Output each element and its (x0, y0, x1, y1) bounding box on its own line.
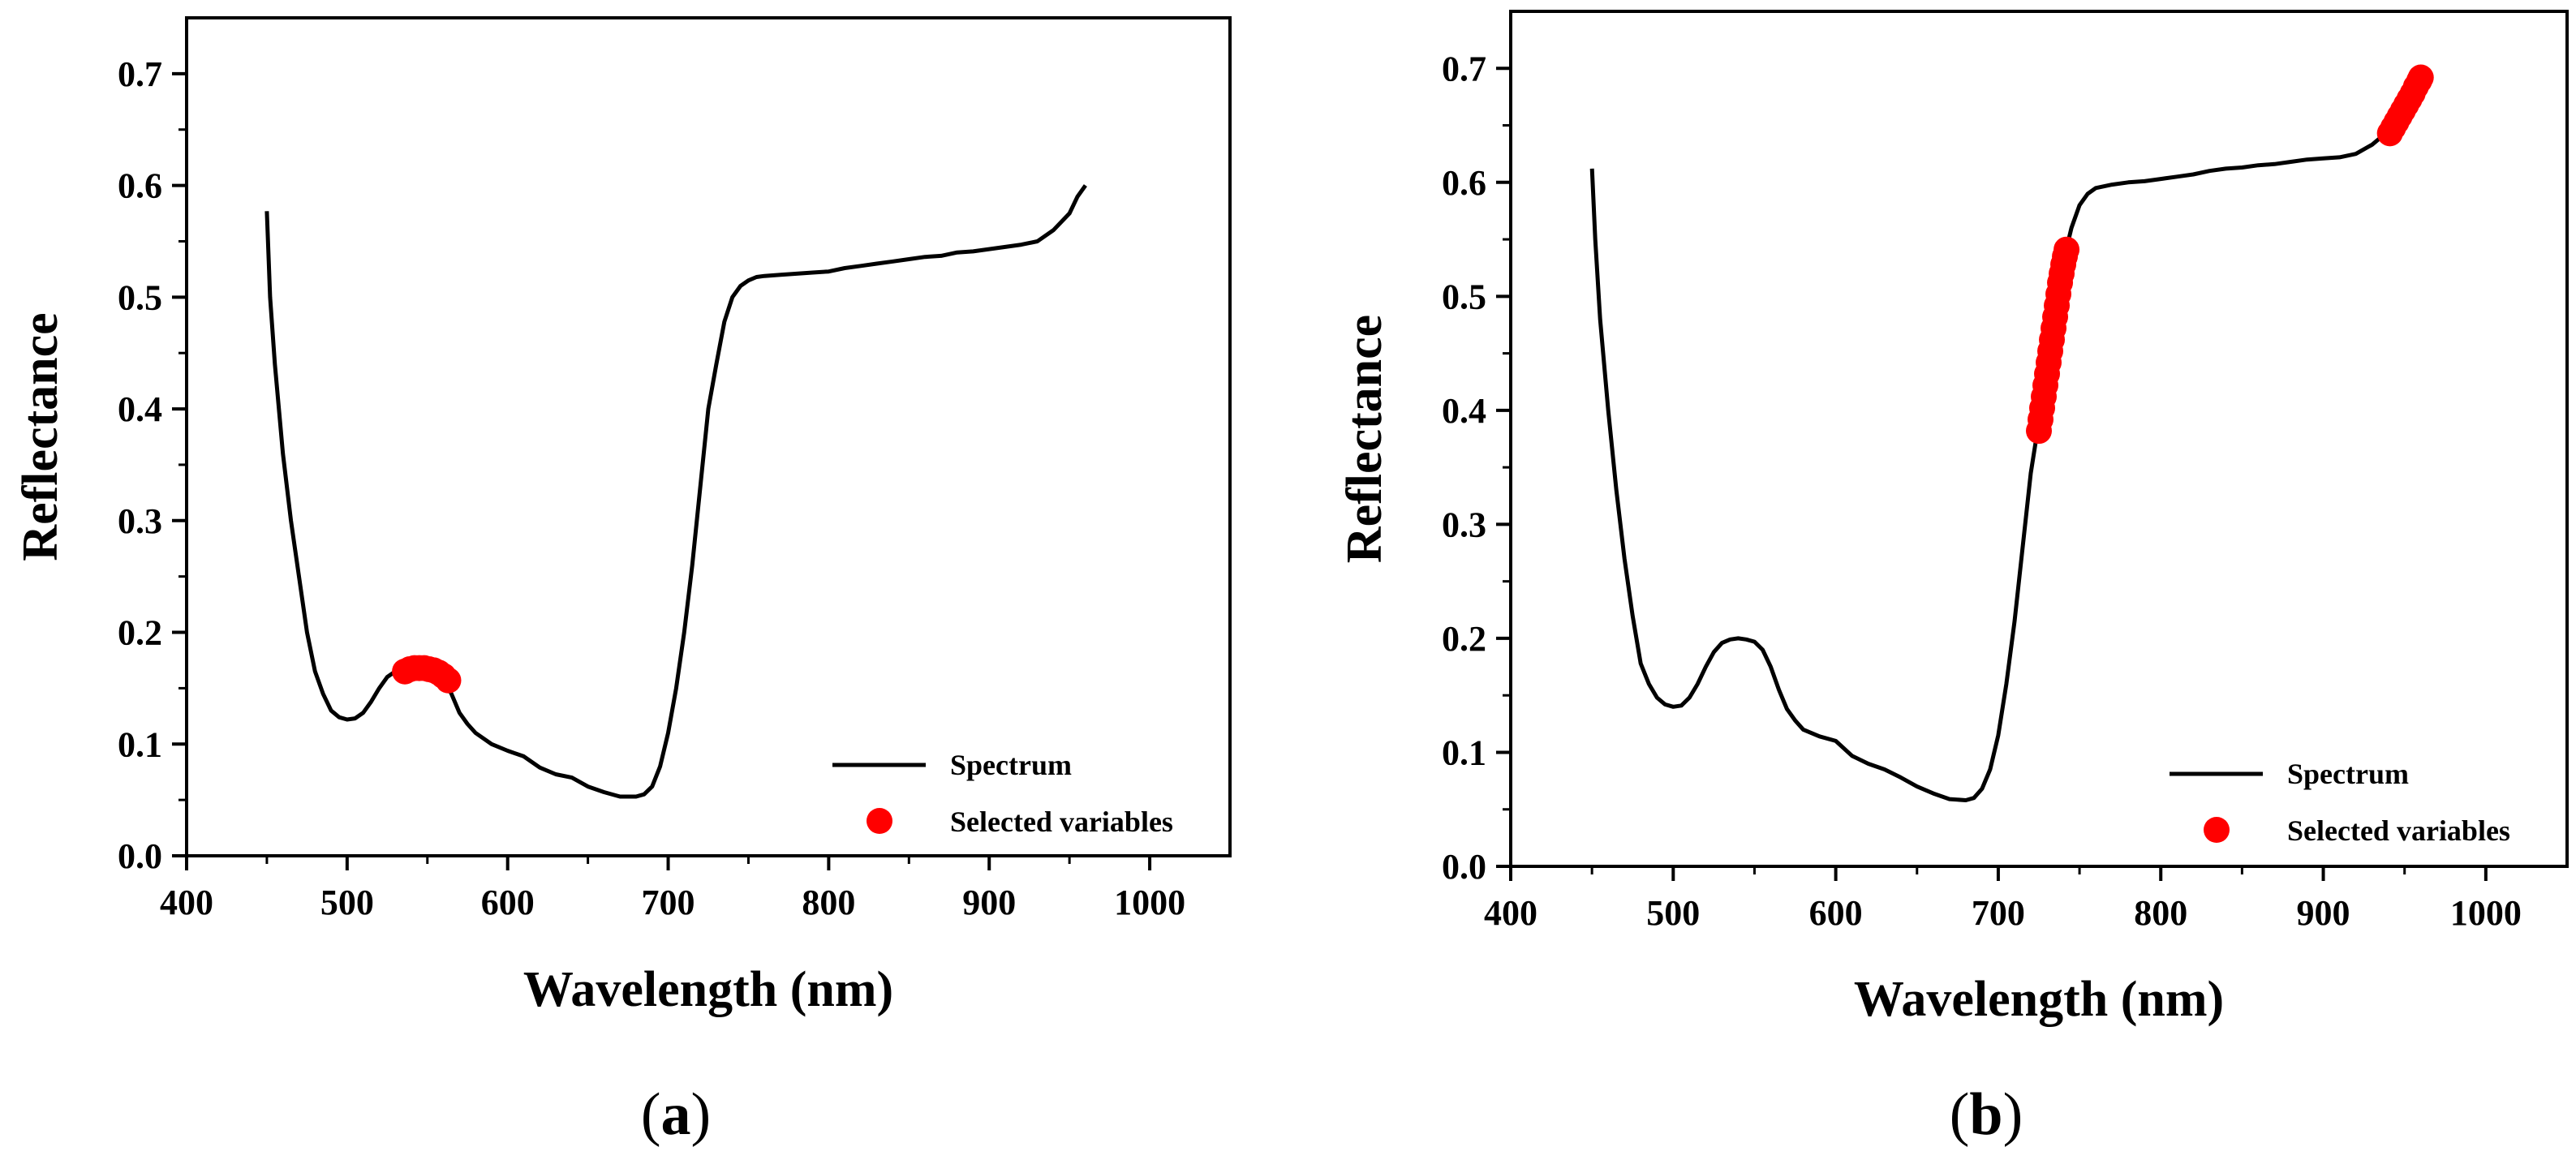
spectrum-line (264, 184, 1087, 799)
y-tick-label: 0.6 (118, 166, 162, 206)
panel-label-open: ( (641, 1081, 661, 1148)
spectrum-line (1589, 76, 2423, 802)
y-tick-label: 0.2 (1442, 619, 1486, 659)
legend-marker-swatch (2204, 817, 2230, 843)
y-tick-label: 0.4 (118, 389, 162, 429)
y-tick-label: 0.5 (1442, 277, 1486, 316)
x-tick-label: 600 (481, 883, 535, 922)
y-tick-label: 0.7 (1442, 49, 1486, 88)
x-axis-title: Wavelength (nm) (1854, 972, 2224, 1027)
y-tick-label: 0.3 (118, 501, 162, 541)
legend-label-selected: Selected variables (2287, 814, 2510, 847)
y-tick-label: 0.1 (118, 724, 162, 764)
panel-label: (a) (641, 1081, 711, 1148)
plot-frame (185, 16, 1232, 857)
chart-panel-b: 400 500 600 700 800 900 1000 0.0 0.1 0.2 0.3 0.4 0.5… (1337, 10, 2569, 1148)
x-tick-label: 1000 (2450, 893, 2522, 933)
panel-label-close: ) (2003, 1081, 2023, 1148)
panel-label-close: ) (691, 1081, 712, 1148)
y-tick-label: 0.3 (1442, 505, 1486, 544)
selected-variable-point (2407, 64, 2434, 91)
panel-label: (b) (1950, 1081, 2023, 1148)
legend-label-selected: Selected variables (950, 806, 1173, 838)
y-tick-label: 0.7 (118, 54, 162, 94)
selected-variable-point (2053, 236, 2080, 263)
x-tick-label: 900 (962, 883, 1016, 922)
y-tick-label: 0.0 (1442, 847, 1486, 887)
legend-label-spectrum: Spectrum (950, 749, 1072, 781)
x-tick-label: 500 (320, 883, 374, 922)
x-tick-label: 600 (1809, 893, 1863, 933)
y-tick-label: 0.0 (118, 836, 162, 876)
y-axis-title: Reflectance (13, 312, 68, 561)
y-tick-label: 0.1 (1442, 733, 1486, 772)
y-tick-label: 0.4 (1442, 391, 1486, 431)
selected-variable-point (435, 667, 462, 694)
y-axis-title: Reflectance (1337, 315, 1392, 563)
plot-frame (1509, 10, 2569, 868)
y-tick-label: 0.6 (1442, 163, 1486, 203)
x-tick-label: 700 (642, 883, 695, 922)
legend-marker-swatch (867, 808, 892, 834)
y-tick-label: 0.2 (118, 613, 162, 653)
panel-label-open: ( (1950, 1081, 1970, 1148)
x-tick-label: 800 (2134, 893, 2187, 933)
x-tick-label: 700 (1972, 893, 2025, 933)
x-tick-label: 400 (1484, 893, 1537, 933)
x-tick-label: 900 (2297, 893, 2350, 933)
x-tick-label: 1000 (1114, 883, 1185, 922)
legend-label-spectrum: Spectrum (2287, 758, 2409, 790)
chart-panel-a: 400 500 600 700 800 900 1000 0.0 0.1 0.2 0.3 0.4 0.5… (13, 16, 1232, 1148)
x-tick-label: 500 (1646, 893, 1700, 933)
y-tick-label: 0.5 (118, 277, 162, 317)
x-axis-title: Wavelength (nm) (523, 962, 893, 1017)
x-tick-label: 400 (160, 883, 213, 922)
x-tick-label: 800 (802, 883, 855, 922)
panel-label-letter: b (1969, 1081, 2002, 1148)
panel-label-letter: a (661, 1081, 691, 1148)
